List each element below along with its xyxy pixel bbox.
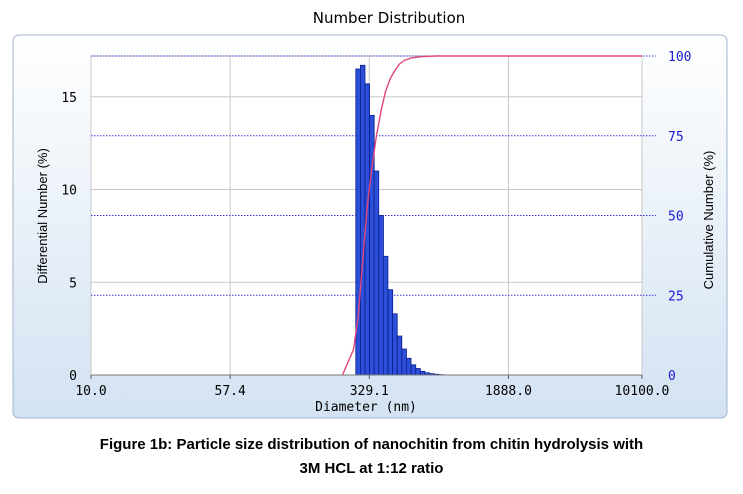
cumulative-line (341, 55, 642, 376)
distribution-bar (419, 370, 426, 376)
y-tick-label: 15 (61, 91, 77, 106)
axes: 10.0 57.4 329.1 1888.0 10100.005101502550751… (61, 50, 691, 399)
y2-tick-label: 100 (668, 50, 691, 65)
y2-tick-label: 0 (668, 369, 676, 384)
distribution-bar (373, 170, 380, 376)
y-tick-label: 0 (69, 369, 77, 384)
x-tick-label: 10.0 (75, 384, 106, 399)
distribution-bar (410, 364, 417, 376)
x-tick-label: 329.1 (350, 384, 389, 399)
distribution-bar (401, 348, 407, 376)
distribution-bar (396, 335, 403, 376)
distribution-bar (387, 289, 394, 376)
distribution-bar (392, 313, 398, 376)
y-axis-label: Differential Number (%) (35, 148, 50, 284)
y2-tick-label: 25 (668, 289, 684, 304)
figure-caption-line-1: Figure 1b: Particle size distribution of… (99, 436, 644, 453)
x-tick-label: 10100.0 (615, 384, 670, 399)
cumulative-series (341, 55, 642, 376)
distribution-bar (415, 368, 421, 376)
y2-axis-label: Cumulative Number (%) (701, 151, 716, 290)
distribution-bar (406, 357, 412, 376)
y2-tick-label: 75 (668, 130, 684, 145)
y2-tick-label: 50 (668, 210, 684, 225)
chart-title: Number Distribution (313, 9, 466, 27)
y-tick-label: 10 (61, 184, 77, 199)
figure-caption-line-2: 3M HCL at 1:12 ratio (299, 460, 444, 477)
distribution-bar (378, 215, 384, 376)
x-tick-label: 1888.0 (485, 384, 532, 399)
x-tick-label: 57.4 (215, 384, 246, 399)
distribution-bar (360, 64, 366, 376)
y-tick-label: 5 (69, 276, 77, 291)
x-axis-label: Diameter (nm) (315, 400, 417, 415)
distribution-bar (382, 255, 389, 376)
